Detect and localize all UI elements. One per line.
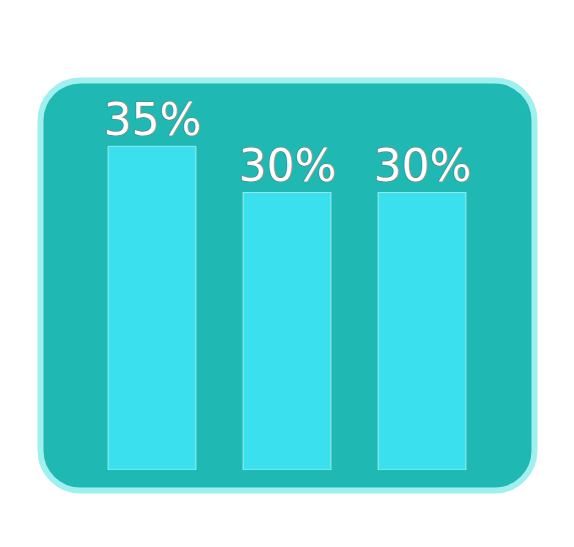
- svg-text:30%: 30%: [374, 140, 472, 191]
- svg-text:35%: 35%: [104, 94, 202, 145]
- svg-text:30%: 30%: [239, 140, 337, 191]
